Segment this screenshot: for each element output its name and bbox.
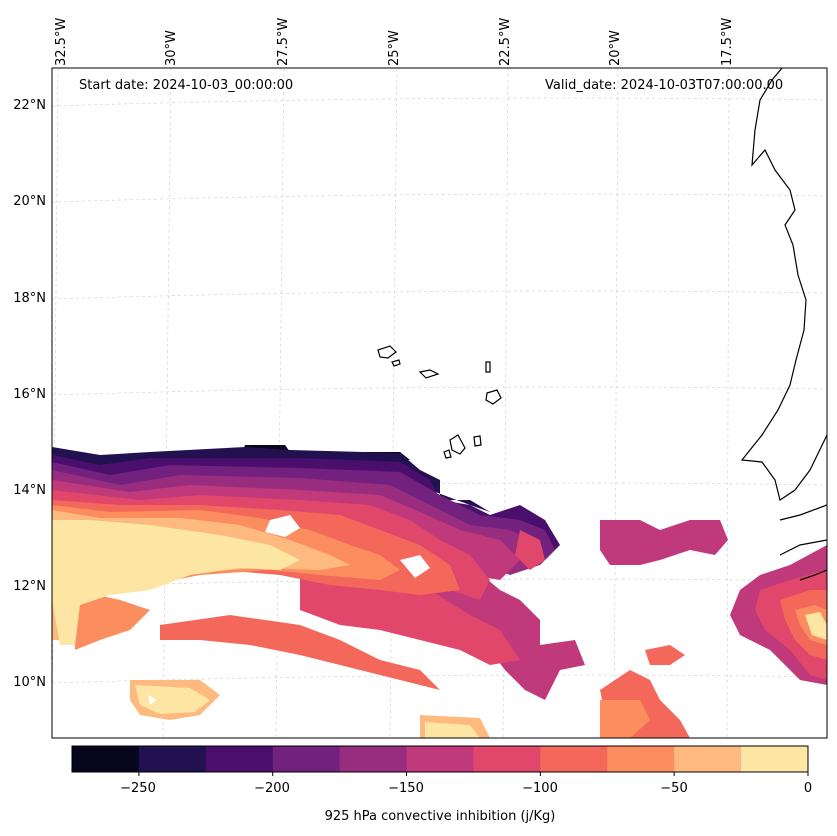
island-sal [485, 361, 491, 373]
lat-label-20n: 20°N [13, 194, 46, 209]
lon-label-20w: 20°W [608, 30, 623, 66]
colorbar-swatch-3 [272, 746, 341, 772]
lat-label-10n: 10°N [13, 675, 46, 690]
colorbar-swatch-5 [406, 746, 474, 772]
lon-label-22-5w: 22.5°W [498, 17, 513, 66]
island-sao-vicente [391, 359, 401, 367]
lat-label-18n: 18°N [13, 291, 46, 306]
colorbar-title: 925 hPa convective inhibition (j/Kg) [324, 809, 556, 824]
colorbar-swatch-2 [205, 746, 274, 772]
cin-contours [52, 445, 827, 738]
colorbar-tick-0: 0 [803, 781, 813, 796]
colorbar-frame [71, 745, 809, 773]
island-sao-nicolau [418, 369, 440, 379]
colorbar-swatch-0 [72, 746, 140, 772]
valid-date-label: Valid_date: 2024-10-03T07:00:00.00 [545, 78, 784, 93]
coastlines [377, 68, 827, 581]
colorbar-swatch-7 [540, 746, 608, 772]
contour-level-0 [52, 520, 827, 738]
lat-label-16n: 16°N [13, 387, 46, 402]
colorbar-tick-minus250: −250 [120, 781, 156, 796]
lon-label-30w: 30°W [164, 30, 179, 66]
island-boa-vista [485, 389, 502, 405]
colorbar-swatch-9 [674, 746, 742, 772]
colorbar-tick-minus50: −50 [660, 781, 688, 796]
colorbar-swatch-1 [138, 746, 207, 772]
map-frame [51, 67, 828, 739]
colorbar-tick-minus200: −200 [254, 781, 290, 796]
island-maio [443, 449, 452, 459]
lon-label-32-5w: 32.5°W [54, 17, 69, 66]
island-santiago [473, 435, 482, 447]
coast-gambia-guinea [779, 504, 827, 581]
lon-label-17-5w: 17.5°W [720, 17, 735, 66]
lon-label-27-5w: 27.5°W [276, 17, 291, 66]
colorbar-swatch-6 [473, 746, 541, 772]
lon-label-25w: 25°W [387, 30, 402, 66]
colorbar-swatch-10 [741, 746, 809, 772]
island-santo-antao [377, 345, 397, 359]
colorbar [71, 745, 809, 776]
lat-label-22n: 22°N [13, 98, 46, 113]
lat-label-12n: 12°N [13, 579, 46, 594]
african-coast [740, 68, 827, 501]
start-date-label: Start date: 2024-10-03_00:00:00 [79, 78, 294, 93]
colorbar-swatch-4 [339, 746, 408, 772]
colorbar-swatch-8 [607, 746, 675, 772]
island-fogo [449, 434, 466, 455]
colorbar-tick-minus150: −150 [388, 781, 424, 796]
lat-label-14n: 14°N [13, 483, 46, 498]
colorbar-tick-minus100: −100 [522, 781, 558, 796]
